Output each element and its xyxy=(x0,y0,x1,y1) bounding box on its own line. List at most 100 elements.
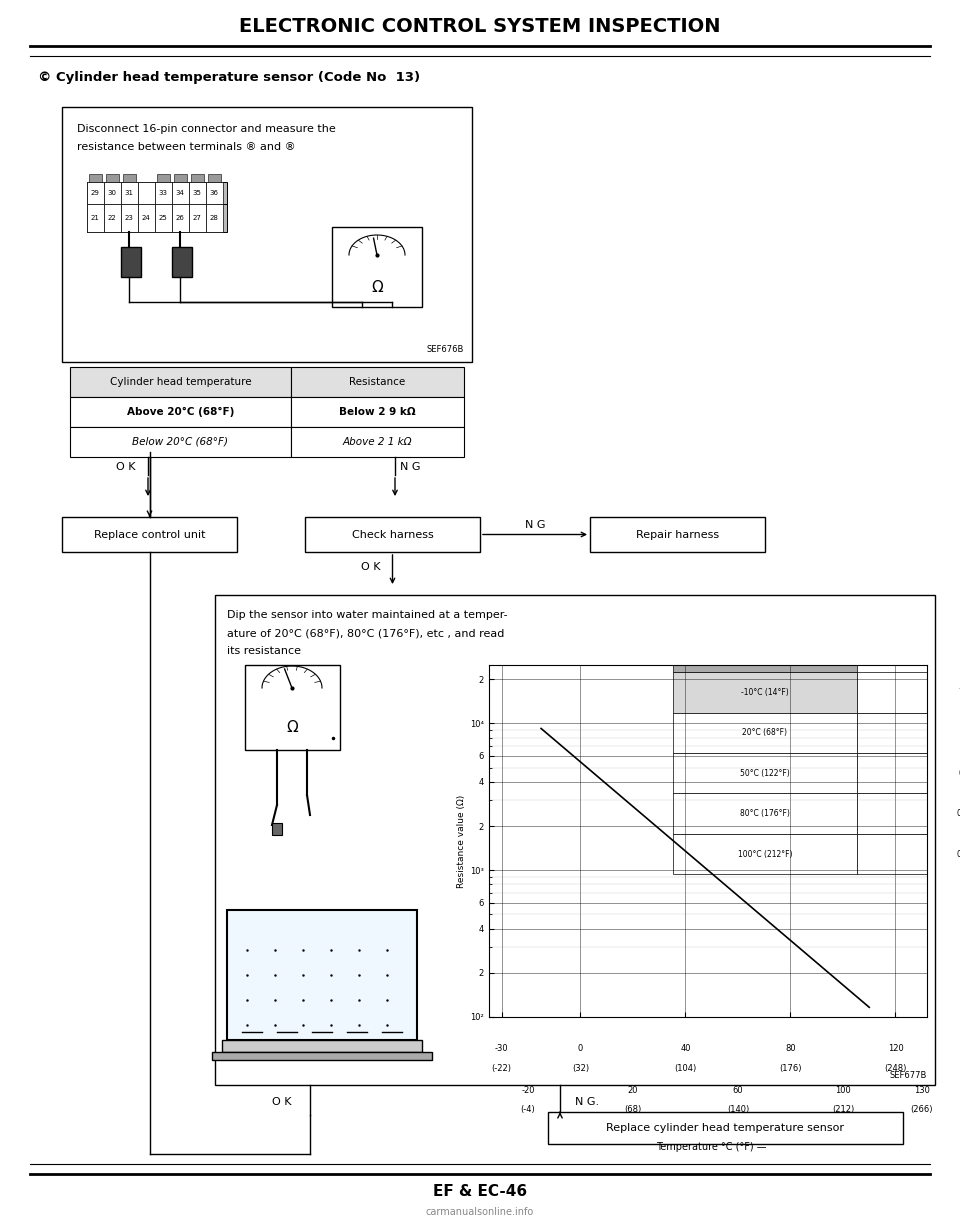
Bar xyxy=(138,205,155,232)
Bar xyxy=(673,753,857,793)
Text: 20°C (68°F): 20°C (68°F) xyxy=(742,728,787,737)
Text: 60: 60 xyxy=(732,1085,743,1095)
Bar xyxy=(590,517,765,552)
Text: Ω: Ω xyxy=(286,721,298,736)
Text: 28: 28 xyxy=(209,216,219,221)
Bar xyxy=(212,1052,432,1060)
Bar xyxy=(548,1112,903,1145)
Text: Replace control unit: Replace control unit xyxy=(94,530,205,540)
Bar xyxy=(62,517,237,552)
Text: (-4): (-4) xyxy=(520,1105,536,1115)
Text: 34: 34 xyxy=(176,190,184,196)
Bar xyxy=(189,205,206,232)
Bar xyxy=(291,367,464,397)
Text: 22: 22 xyxy=(108,216,116,221)
Bar xyxy=(272,823,282,835)
Text: O K: O K xyxy=(273,1096,292,1108)
Text: (140): (140) xyxy=(727,1105,749,1115)
Bar xyxy=(673,793,857,834)
Text: (-22): (-22) xyxy=(492,1063,512,1073)
Bar xyxy=(191,174,204,182)
Bar xyxy=(89,174,102,182)
Text: 0: 0 xyxy=(578,1045,583,1053)
Text: -20: -20 xyxy=(521,1085,535,1095)
Bar xyxy=(155,182,172,205)
Text: 27: 27 xyxy=(193,216,202,221)
Text: N G: N G xyxy=(525,520,545,531)
Y-axis label: Resistance value (Ω): Resistance value (Ω) xyxy=(457,795,466,887)
Text: 20: 20 xyxy=(628,1085,638,1095)
Text: Below 20°C (68°F): Below 20°C (68°F) xyxy=(132,437,228,447)
Bar xyxy=(291,397,464,428)
Bar xyxy=(208,174,221,182)
Bar xyxy=(172,205,189,232)
Text: Resistance: Resistance xyxy=(349,377,405,387)
Text: Above 2 1 kΩ: Above 2 1 kΩ xyxy=(343,437,412,447)
Text: © Cylinder head temperature sensor (Code No  13): © Cylinder head temperature sensor (Code… xyxy=(38,70,420,84)
Text: (104): (104) xyxy=(674,1063,697,1073)
Text: 33: 33 xyxy=(158,190,167,196)
Text: 26: 26 xyxy=(176,216,184,221)
Text: ature of 20°C (68°F), 80°C (176°F), etc , and read: ature of 20°C (68°F), 80°C (176°F), etc … xyxy=(227,628,504,638)
Bar xyxy=(106,174,119,182)
Bar xyxy=(70,397,291,428)
Text: 30: 30 xyxy=(108,190,116,196)
Text: (248): (248) xyxy=(884,1063,906,1073)
Text: (68): (68) xyxy=(624,1105,641,1115)
Bar xyxy=(227,910,417,1040)
Text: Disconnect 16-pin connector and measure the: Disconnect 16-pin connector and measure … xyxy=(77,124,336,134)
Text: (32): (32) xyxy=(572,1063,589,1073)
Text: its resistance: its resistance xyxy=(227,646,301,655)
Bar xyxy=(222,1040,422,1052)
Text: 50°C (122°F): 50°C (122°F) xyxy=(740,769,790,777)
Bar xyxy=(121,182,138,205)
Bar xyxy=(245,665,340,750)
Text: ELECTRONIC CONTROL SYSTEM INSPECTION: ELECTRONIC CONTROL SYSTEM INSPECTION xyxy=(239,17,721,37)
Bar xyxy=(673,652,857,671)
Text: 0 26 - 0 39 kΩ: 0 26 - 0 39 kΩ xyxy=(957,809,960,818)
Bar xyxy=(673,834,857,875)
Text: 80: 80 xyxy=(785,1045,796,1053)
Bar xyxy=(104,205,121,232)
Text: 120: 120 xyxy=(888,1045,903,1053)
Text: 21: 21 xyxy=(90,216,100,221)
Text: 31: 31 xyxy=(125,190,133,196)
Text: 100: 100 xyxy=(835,1085,851,1095)
Bar xyxy=(291,428,464,457)
Bar xyxy=(157,174,170,182)
Text: 130: 130 xyxy=(914,1085,929,1095)
Text: Repair harness: Repair harness xyxy=(636,530,719,540)
Bar xyxy=(172,246,192,277)
Bar xyxy=(206,205,223,232)
Text: 29: 29 xyxy=(90,190,100,196)
Bar xyxy=(189,182,206,205)
Bar xyxy=(206,182,223,205)
Bar xyxy=(857,671,960,712)
Bar xyxy=(87,182,227,205)
Text: 24: 24 xyxy=(142,216,151,221)
Text: 25: 25 xyxy=(158,216,167,221)
Text: (176): (176) xyxy=(780,1063,802,1073)
Bar xyxy=(673,712,857,753)
Bar xyxy=(87,182,104,205)
Text: 35: 35 xyxy=(193,190,202,196)
Bar xyxy=(70,367,291,397)
Bar xyxy=(305,517,480,552)
Text: N G.: N G. xyxy=(575,1096,599,1108)
Text: 40: 40 xyxy=(681,1045,691,1053)
Text: -10°C (14°F): -10°C (14°F) xyxy=(741,687,789,697)
Bar xyxy=(87,205,227,232)
Bar xyxy=(104,182,121,205)
Text: Replace cylinder head temperature sensor: Replace cylinder head temperature sensor xyxy=(607,1124,845,1133)
Text: Below 2 9 kΩ: Below 2 9 kΩ xyxy=(339,407,416,416)
Text: -30: -30 xyxy=(495,1045,509,1053)
Bar xyxy=(174,174,187,182)
Bar xyxy=(857,712,960,753)
Text: Above 20°C (68°F): Above 20°C (68°F) xyxy=(127,407,234,418)
Text: EF & EC-46: EF & EC-46 xyxy=(433,1184,527,1200)
Bar xyxy=(155,205,172,232)
Text: Ω: Ω xyxy=(372,280,383,294)
Text: Dip the sensor into water maintained at a temper-: Dip the sensor into water maintained at … xyxy=(227,610,508,620)
Text: (212): (212) xyxy=(832,1105,854,1115)
Text: carmanualsonline.info: carmanualsonline.info xyxy=(426,1207,534,1217)
